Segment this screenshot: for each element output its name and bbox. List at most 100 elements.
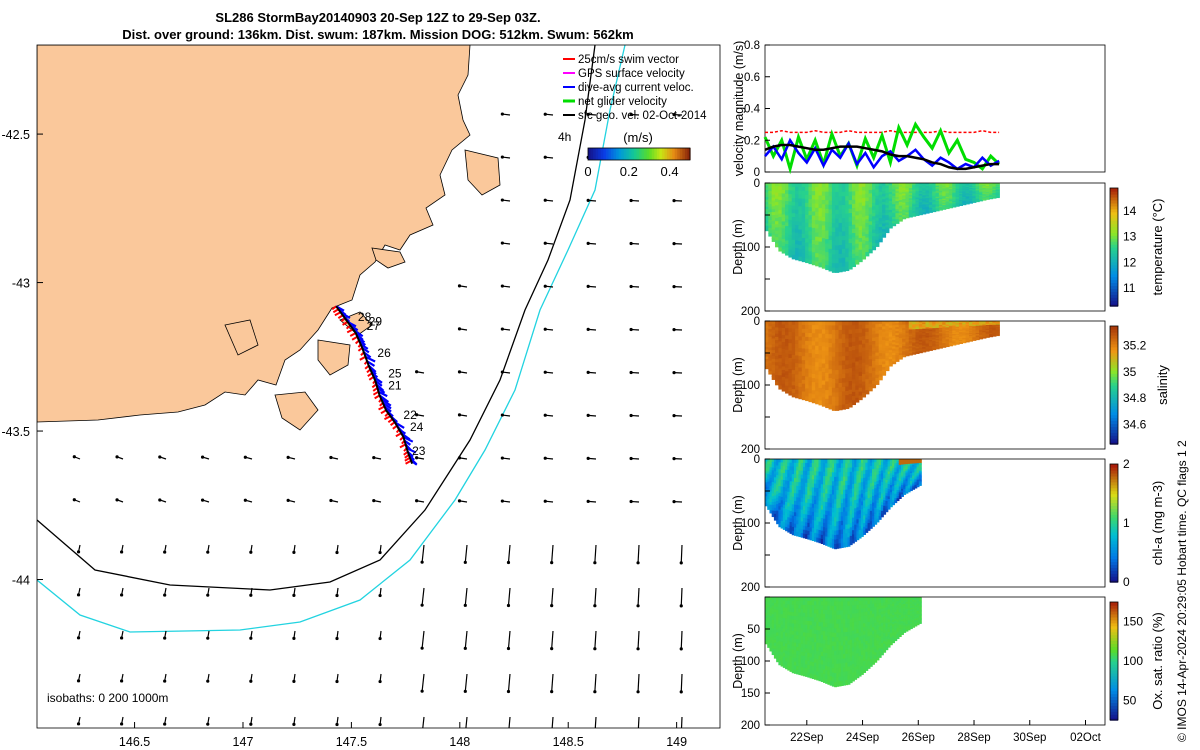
geo-velocity-arrowhead: [249, 723, 252, 726]
day-label-29: 29: [369, 315, 383, 329]
map-ytick-label: -42.5: [2, 128, 31, 142]
geo-velocity-arrowhead: [593, 647, 596, 650]
geo-velocity-arrowhead: [206, 680, 209, 683]
geo-velocity-arrowhead: [163, 550, 166, 553]
map-colorbar-tick: 0.4: [661, 164, 679, 179]
geo-velocity-arrowhead: [672, 414, 675, 417]
map-xtick-label: 148: [449, 735, 470, 749]
geo-velocity-arrow: [681, 717, 682, 735]
salinity-section-panel: 0100200Depth (m)34.634.83535.2salinity: [731, 316, 1170, 456]
geo-velocity-arrowhead: [201, 455, 204, 458]
legend-label-swim: 25cm/s swim vector: [578, 54, 679, 66]
geo-velocity-arrowhead: [77, 722, 80, 725]
geo-velocity-arrowhead: [630, 414, 633, 417]
geo-velocity-arrowhead: [501, 284, 504, 287]
geo-velocity-arrow: [681, 545, 682, 563]
section-cell: [899, 357, 903, 360]
figure-canvas: 282729262521222423isobaths: 0 200 1000m2…: [0, 0, 1200, 750]
geo-velocity-arrowhead: [587, 371, 590, 374]
geo-velocity-arrowhead: [544, 285, 547, 288]
geo-velocity-arrowhead: [464, 604, 467, 607]
geo-velocity-arrowhead: [587, 285, 590, 288]
velocity-ylabel: velocity magnitude (m/s): [732, 41, 746, 176]
geo-velocity-arrowhead: [415, 499, 418, 502]
geo-velocity-arrowhead: [550, 604, 553, 607]
geo-velocity-arrowhead: [163, 593, 166, 596]
geo-velocity-arrowhead: [544, 156, 547, 159]
section-cell: [899, 219, 903, 222]
map-xtick-label: 147.5: [336, 735, 367, 749]
geo-velocity-arrowhead: [292, 594, 295, 597]
geo-velocity-arrowhead: [292, 637, 295, 640]
day-label-26: 26: [377, 346, 391, 360]
geo-velocity-arrowhead: [544, 199, 547, 202]
section-colorbar-tick: 35.2: [1123, 339, 1147, 353]
section-cell: [895, 221, 899, 224]
geo-velocity-arrowhead: [587, 199, 590, 202]
geo-velocity-arrowhead: [501, 198, 504, 201]
geo-velocity-arrowhead: [587, 242, 590, 245]
geo-velocity-arrowhead: [372, 499, 375, 502]
legend-label-dive: dive-avg current veloc.: [578, 82, 694, 94]
map-colorbar-tick: 0: [584, 164, 591, 179]
geo-velocity-arrow: [681, 674, 682, 692]
geo-velocity-arrowhead: [458, 370, 461, 373]
map-ytick-label: -43.5: [2, 425, 31, 439]
day-label-24: 24: [410, 420, 424, 434]
geo-velocity-arrowhead: [120, 593, 123, 596]
geo-velocity-arrowhead: [544, 328, 547, 331]
geo-velocity-arrowhead: [292, 680, 295, 683]
velocity-ytick-label: 0.8: [744, 40, 760, 52]
temperature-section-panel: 0100200Depth (m)11121314 temperature (°C): [731, 178, 1165, 318]
geo-velocity-arrowhead: [672, 242, 675, 245]
geo-velocity-arrowhead: [244, 456, 247, 459]
geo-velocity-arrowhead: [378, 723, 381, 726]
geo-velocity-arrowhead: [421, 561, 424, 564]
geo-velocity-arrowhead: [630, 328, 633, 331]
section-colorbar-tick: 12: [1123, 255, 1137, 269]
geo-velocity-arrowhead: [77, 550, 80, 553]
geo-velocity-arrowhead: [120, 722, 123, 725]
map-colorbar-tick: 0.2: [620, 164, 638, 179]
geo-velocity-arrowhead: [544, 113, 547, 116]
section-colorbar-tick: 0: [1123, 575, 1130, 589]
velocity-ytick-label: 0.2: [744, 135, 760, 147]
legend-label-gps: GPS surface velocity: [578, 68, 685, 80]
geo-velocity-arrowhead: [544, 457, 547, 460]
geo-velocity-arrowhead: [115, 455, 118, 458]
section-ytick-label: 200: [741, 582, 760, 594]
geo-velocity-arrowhead: [544, 500, 547, 503]
section-cell: [996, 197, 1000, 198]
geo-velocity-arrowhead: [507, 561, 510, 564]
day-label-21: 21: [388, 378, 402, 392]
geo-velocity-arrowhead: [378, 594, 381, 597]
geo-velocity-arrowhead: [630, 199, 633, 202]
day-label-23: 23: [412, 444, 426, 458]
geo-velocity-arrowhead: [249, 680, 252, 683]
geo-velocity-arrowhead: [163, 722, 166, 725]
geo-velocity-arrowhead: [329, 456, 332, 459]
map-ytick-label: -44: [12, 574, 30, 588]
geo-velocity-arrowhead: [501, 112, 504, 115]
geo-velocity-arrowhead: [507, 647, 510, 650]
geo-velocity-arrowhead: [292, 723, 295, 726]
section-colorbar-label: chl-a (mg m-3): [1150, 481, 1165, 566]
oxygen-section-panel: 50100150200Depth (m)50100150 Ox. sat. rat…: [731, 597, 1165, 744]
geo-velocity-arrowhead: [501, 370, 504, 373]
geo-velocity-arrowhead: [501, 413, 504, 416]
geo-velocity-arrowhead: [458, 499, 461, 502]
section-cell: [882, 234, 886, 237]
geo-velocity-arrowhead: [464, 647, 467, 650]
geo-velocity-arrowhead: [636, 690, 639, 693]
geo-velocity-arrowhead: [158, 455, 161, 458]
geo-velocity-arrowhead: [287, 456, 290, 459]
geo-velocity-arrowhead: [372, 456, 375, 459]
geo-velocity-arrowhead: [501, 499, 504, 502]
geo-velocity-arrowhead: [249, 594, 252, 597]
geo-velocity-arrowhead: [415, 370, 418, 373]
geo-velocity-arrowhead: [335, 680, 338, 683]
section-cell: [885, 230, 889, 233]
geo-velocity-arrowhead: [672, 285, 675, 288]
geo-velocity-arrow: [681, 631, 682, 649]
geo-velocity-arrowhead: [163, 679, 166, 682]
